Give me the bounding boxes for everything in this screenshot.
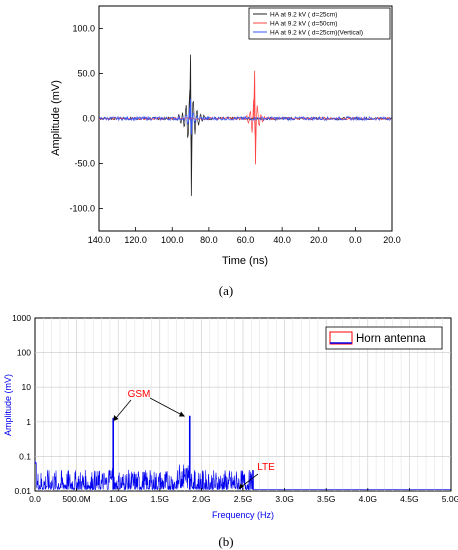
- chart-a-x-ticks: 140.0 120.0 100.0 80.0 60.0 40.0 20.0 0.0 20.0: [88, 227, 401, 245]
- chart-a-legend-box: [248, 7, 391, 40]
- chart-b-y-axis-label: Amplitude (mV): [3, 374, 13, 436]
- chart-a-y-axis-label: Amplitude (mV): [50, 80, 62, 156]
- y-tick-label: 0.1: [19, 451, 31, 461]
- y-tick-label: 0.01: [14, 486, 31, 496]
- x-tick-label: 100.0: [161, 235, 184, 245]
- chart-b-y-ticks: 0.01 0.1 1 10 100 1000: [12, 313, 31, 496]
- y-tick-label: 100.0: [72, 24, 95, 34]
- y-tick-label: 1: [26, 417, 31, 427]
- y-tick-label: -100.0: [69, 204, 95, 214]
- y-tick-label: 50.0: [77, 69, 95, 79]
- y-tick-label: 10: [22, 382, 32, 392]
- chart-b-grid: [35, 318, 451, 491]
- x-tick-label: 60.0: [237, 235, 255, 245]
- y-tick-label: -50.0: [74, 159, 95, 169]
- chart-b-legend: Horn antenna: [325, 326, 443, 350]
- trace-line: [98, 107, 392, 130]
- x-tick-label: 120.0: [124, 235, 147, 245]
- panel-label-b: (b): [218, 534, 233, 549]
- legend-swatch-horn: [329, 331, 353, 345]
- y-tick-label: 1000: [12, 313, 31, 323]
- chart-b-annotations: GSM LTE: [113, 389, 275, 489]
- x-tick-label: 4.5G: [400, 494, 418, 504]
- x-tick-label: 0.0: [349, 235, 362, 245]
- x-tick-label: 1.0G: [109, 494, 127, 504]
- y-tick-label: 0.0: [82, 114, 95, 124]
- x-tick-label: 0.0: [29, 494, 41, 504]
- x-tick-label: 2.5G: [234, 494, 252, 504]
- gsm-arrowhead-left: [113, 415, 119, 421]
- panel-label-a: (a): [219, 283, 233, 298]
- annotation-gsm: GSM: [128, 389, 151, 400]
- x-tick-label: 40.0: [273, 235, 291, 245]
- gsm-arrowhead-right: [179, 411, 185, 417]
- lte-arrow: [240, 473, 259, 488]
- chart-b-x-ticks: 0.0 500.0M 1.0G 1.5G 2.0G 2.5G 3.0G 3.5G 4.0G 4.5…: [29, 488, 458, 504]
- x-tick-label: 80.0: [200, 235, 218, 245]
- x-tick-label: 5.0G: [442, 494, 458, 504]
- y-tick-label: 100: [17, 348, 31, 358]
- chart-b: 0.0 500.0M 1.0G 1.5G 2.0G 2.5G 3.0G 3.5G 4.0G 4.5…: [3, 313, 458, 520]
- legend-label-horn: Horn antenna: [356, 333, 426, 345]
- x-tick-label: 500.0M: [62, 494, 90, 504]
- legend-label-series3: HA at 9.2 kV ( d=25cm)(Vertical): [270, 30, 363, 37]
- gsm-arrow-left: [115, 399, 132, 419]
- chart-a-y-ticks: -100.0 -50.0 0.0 50.0 100.0: [69, 24, 103, 214]
- x-tick-label: 20.0: [383, 235, 401, 245]
- chart-b-legend-box: [325, 326, 443, 350]
- x-tick-label: 1.5G: [151, 494, 169, 504]
- x-tick-label: 140.0: [88, 235, 111, 245]
- spectrum-noise-floor: [34, 460, 254, 491]
- annotation-lte: LTE: [257, 462, 275, 473]
- chart-a-traces: [98, 54, 392, 196]
- x-tick-label: 20.0: [310, 235, 328, 245]
- chart-a-x-axis-label: Time (ns): [222, 255, 268, 267]
- chart-a: 140.0 120.0 100.0 80.0 60.0 40.0 20.0 0.0 20.0 -…: [50, 5, 401, 267]
- x-tick-label: 3.0G: [275, 494, 293, 504]
- chart-a-legend: HA at 9.2 kV ( d=25cm) HA at 9.2 kV ( d=…: [248, 7, 391, 40]
- x-tick-label: 3.5G: [317, 494, 335, 504]
- trace-spike: [189, 98, 193, 135]
- x-tick-label: 2.0G: [192, 494, 210, 504]
- chart-b-x-axis-label: Frequency (Hz): [212, 510, 274, 520]
- legend-label-series1: HA at 9.2 kV ( d=25cm): [270, 12, 337, 19]
- lte-arrowhead: [239, 483, 244, 489]
- gsm-arrow-right: [149, 397, 183, 416]
- chart-b-trace: [34, 415, 451, 491]
- x-tick-label: 4.0G: [359, 494, 377, 504]
- trace-spike: [253, 70, 257, 165]
- legend-label-series2: HA at 9.2 kV ( d=50cm): [270, 21, 337, 28]
